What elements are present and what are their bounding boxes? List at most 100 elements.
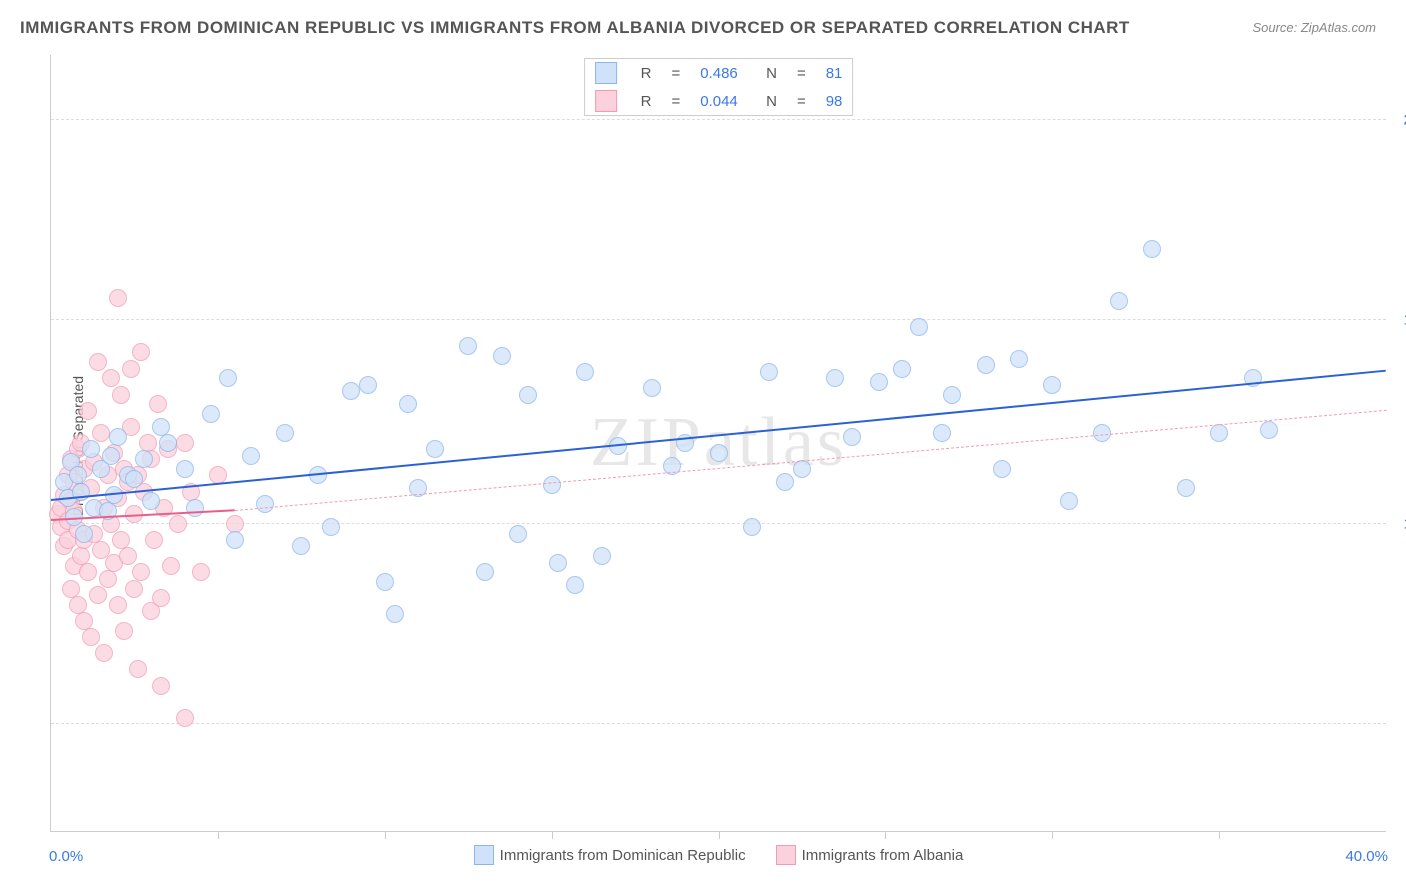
legend-eq: = — [787, 87, 816, 115]
data-point — [125, 580, 143, 598]
data-point — [977, 356, 995, 374]
data-point — [125, 470, 143, 488]
data-point — [102, 369, 120, 387]
data-point — [1143, 240, 1161, 258]
data-point — [226, 531, 244, 549]
legend-n-value: 81 — [816, 59, 853, 87]
data-point — [92, 424, 110, 442]
data-point — [79, 402, 97, 420]
data-point — [132, 343, 150, 361]
data-point — [152, 589, 170, 607]
data-point — [109, 289, 127, 307]
x-tick — [385, 831, 386, 839]
data-point — [102, 447, 120, 465]
data-point — [135, 450, 153, 468]
chart-title: IMMIGRANTS FROM DOMINICAN REPUBLIC VS IM… — [20, 18, 1130, 38]
data-point — [776, 473, 794, 491]
legend-row: R=0.044 N=98 — [585, 87, 853, 115]
data-point — [910, 318, 928, 336]
data-point — [893, 360, 911, 378]
data-point — [112, 386, 130, 404]
data-point — [710, 444, 728, 462]
y-tick-label: 25.0% — [1391, 111, 1406, 128]
x-tick — [885, 831, 886, 839]
data-point — [89, 353, 107, 371]
legend-n-value: 98 — [816, 87, 853, 115]
data-point — [566, 576, 584, 594]
legend-r-value: 0.044 — [690, 87, 748, 115]
legend-swatch — [474, 845, 494, 865]
legend-correlation: R=0.486 N=81R=0.044 N=98 — [584, 58, 854, 116]
data-point — [543, 476, 561, 494]
data-point — [122, 360, 140, 378]
data-point — [219, 369, 237, 387]
gridline — [51, 723, 1386, 724]
legend-item: Immigrants from Dominican Republic — [474, 845, 746, 865]
data-point — [493, 347, 511, 365]
source-label: Source: ZipAtlas.com — [1252, 20, 1376, 35]
data-point — [129, 660, 147, 678]
gridline — [51, 523, 1386, 524]
data-point — [82, 440, 100, 458]
data-point — [519, 386, 537, 404]
data-point — [95, 644, 113, 662]
x-tick — [1219, 831, 1220, 839]
data-point — [69, 466, 87, 484]
data-point — [593, 547, 611, 565]
y-tick-label: 6.3% — [1391, 716, 1406, 733]
data-point — [119, 547, 137, 565]
gridline — [51, 119, 1386, 120]
data-point — [426, 440, 444, 458]
data-point — [109, 428, 127, 446]
data-point — [256, 495, 274, 513]
data-point — [1043, 376, 1061, 394]
x-axis-min: 0.0% — [49, 848, 83, 865]
legend-swatch — [595, 90, 617, 112]
data-point — [509, 525, 527, 543]
legend-r-label: R — [631, 59, 662, 87]
data-point — [99, 570, 117, 588]
data-point — [169, 515, 187, 533]
y-tick-label: 18.8% — [1391, 312, 1406, 329]
data-point — [176, 709, 194, 727]
data-point — [139, 434, 157, 452]
data-point — [292, 537, 310, 555]
data-point — [793, 460, 811, 478]
data-point — [476, 563, 494, 581]
data-point — [576, 363, 594, 381]
data-point — [760, 363, 778, 381]
legend-r-label: R — [631, 87, 662, 115]
data-point — [115, 622, 133, 640]
x-tick — [552, 831, 553, 839]
x-axis-max: 40.0% — [1345, 848, 1388, 865]
y-tick-label: 12.5% — [1391, 515, 1406, 532]
plot-area: ZIPatlas R=0.486 N=81R=0.044 N=98 Immigr… — [50, 55, 1386, 832]
data-point — [993, 460, 1011, 478]
legend-eq: = — [787, 59, 816, 87]
data-point — [176, 434, 194, 452]
legend-n-label: N — [748, 87, 787, 115]
data-point — [1010, 350, 1028, 368]
data-point — [399, 395, 417, 413]
data-point — [376, 573, 394, 591]
data-point — [322, 518, 340, 536]
data-point — [276, 424, 294, 442]
legend-swatch — [595, 62, 617, 84]
data-point — [176, 460, 194, 478]
gridline — [51, 319, 1386, 320]
data-point — [459, 337, 477, 355]
data-point — [643, 379, 661, 397]
data-point — [192, 563, 210, 581]
x-tick — [719, 831, 720, 839]
data-point — [89, 586, 107, 604]
data-point — [242, 447, 260, 465]
legend-label: Immigrants from Albania — [802, 847, 964, 864]
data-point — [1177, 479, 1195, 497]
data-point — [743, 518, 761, 536]
data-point — [109, 596, 127, 614]
data-point — [159, 434, 177, 452]
data-point — [82, 628, 100, 646]
x-tick — [1052, 831, 1053, 839]
x-tick — [218, 831, 219, 839]
legend-eq: = — [661, 59, 690, 87]
